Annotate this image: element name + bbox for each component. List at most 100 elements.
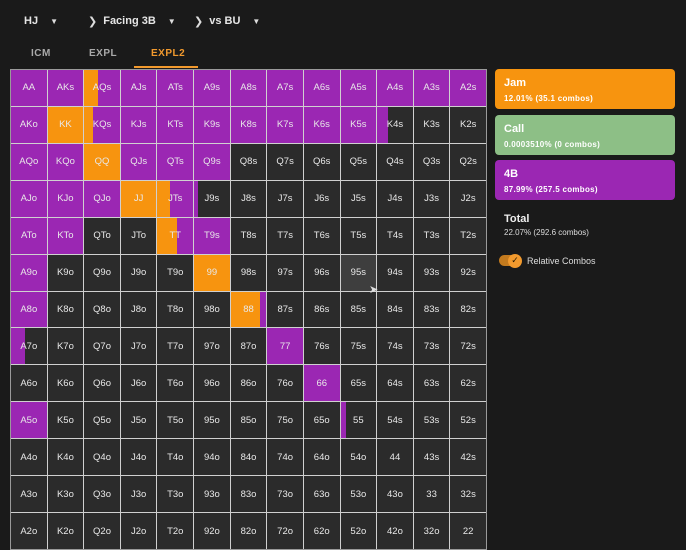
- hand-cell-Q4o[interactable]: Q4o: [84, 439, 120, 476]
- hand-cell-52o[interactable]: 52o: [340, 513, 377, 549]
- hand-cell-K9o[interactable]: K9o: [47, 254, 84, 291]
- hand-cell-43s[interactable]: 43s: [413, 439, 450, 476]
- hand-cell-JTo[interactable]: JTo: [120, 217, 157, 254]
- hand-cell-42s[interactable]: 42s: [450, 439, 486, 476]
- hand-cell-J2o[interactable]: J2o: [120, 513, 157, 549]
- hand-cell-A3o[interactable]: A3o: [11, 476, 47, 513]
- hand-cell-A2s[interactable]: A2s: [450, 70, 486, 106]
- hand-cell-T7s[interactable]: T7s: [267, 217, 303, 254]
- hand-cell-73o[interactable]: 73o: [267, 476, 303, 513]
- hand-cell-QTs[interactable]: QTs: [157, 143, 194, 180]
- hand-cell-92o[interactable]: 92o: [194, 513, 230, 549]
- hand-cell-K3o[interactable]: K3o: [47, 476, 84, 513]
- hand-cell-K7o[interactable]: K7o: [47, 328, 84, 365]
- hand-cell-KQo[interactable]: KQo: [47, 143, 84, 180]
- hand-cell-A7s[interactable]: A7s: [267, 70, 303, 106]
- hand-cell-A9o[interactable]: A9o: [11, 254, 47, 291]
- hand-cell-65s[interactable]: 65s: [340, 365, 377, 402]
- hand-cell-T7o[interactable]: T7o: [157, 328, 194, 365]
- hand-cell-KJo[interactable]: KJo: [47, 180, 84, 217]
- hand-cell-J9o[interactable]: J9o: [120, 254, 157, 291]
- hand-cell-54o[interactable]: 54o: [340, 439, 377, 476]
- hand-cell-Q3s[interactable]: Q3s: [413, 143, 450, 180]
- hand-cell-A5s[interactable]: A5s: [340, 70, 377, 106]
- hand-cell-K5o[interactable]: K5o: [47, 402, 84, 439]
- hand-cell-Q8s[interactable]: Q8s: [230, 143, 267, 180]
- hand-cell-63s[interactable]: 63s: [413, 365, 450, 402]
- hand-cell-84s[interactable]: 84s: [377, 291, 413, 328]
- hand-cell-54s[interactable]: 54s: [377, 402, 413, 439]
- hand-cell-A5o[interactable]: A5o: [11, 402, 47, 439]
- hand-cell-K9s[interactable]: K9s: [194, 106, 230, 143]
- hand-cell-77[interactable]: 77: [267, 328, 303, 365]
- position-dropdown[interactable]: HJ ▼: [24, 12, 58, 30]
- hand-cell-J8s[interactable]: J8s: [230, 180, 267, 217]
- hand-cell-86s[interactable]: 86s: [303, 291, 340, 328]
- hand-cell-53s[interactable]: 53s: [413, 402, 450, 439]
- hand-cell-J8o[interactable]: J8o: [120, 291, 157, 328]
- hand-cell-93o[interactable]: 93o: [194, 476, 230, 513]
- hand-cell-Q3o[interactable]: Q3o: [84, 476, 120, 513]
- hand-cell-A7o[interactable]: A7o: [11, 328, 47, 365]
- hand-cell-T2s[interactable]: T2s: [450, 217, 486, 254]
- hand-cell-JJ[interactable]: JJ: [120, 180, 157, 217]
- hand-cell-KTo[interactable]: KTo: [47, 217, 84, 254]
- hand-cell-ATs[interactable]: ATs: [157, 70, 194, 106]
- hand-cell-T3s[interactable]: T3s: [413, 217, 450, 254]
- hand-cell-AQs[interactable]: AQs: [84, 70, 120, 106]
- hand-cell-87o[interactable]: 87o: [230, 328, 267, 365]
- hand-cell-K4o[interactable]: K4o: [47, 439, 84, 476]
- hand-cell-84o[interactable]: 84o: [230, 439, 267, 476]
- relative-combos-toggle[interactable]: ✓: [499, 253, 522, 268]
- hand-cell-95o[interactable]: 95o: [194, 402, 230, 439]
- hand-cell-64o[interactable]: 64o: [303, 439, 340, 476]
- hand-cell-J5o[interactable]: J5o: [120, 402, 157, 439]
- hand-cell-T8o[interactable]: T8o: [157, 291, 194, 328]
- hand-cell-AJo[interactable]: AJo: [11, 180, 47, 217]
- hand-cell-K3s[interactable]: K3s: [413, 106, 450, 143]
- hand-cell-32o[interactable]: 32o: [413, 513, 450, 549]
- hand-cell-AQo[interactable]: AQo: [11, 143, 47, 180]
- hand-cell-T2o[interactable]: T2o: [157, 513, 194, 549]
- hand-cell-52s[interactable]: 52s: [450, 402, 486, 439]
- hand-cell-KQs[interactable]: KQs: [84, 106, 120, 143]
- hand-cell-43o[interactable]: 43o: [377, 476, 413, 513]
- hand-cell-TT[interactable]: TT: [157, 217, 194, 254]
- hand-cell-K6o[interactable]: K6o: [47, 365, 84, 402]
- hand-cell-J2s[interactable]: J2s: [450, 180, 486, 217]
- hand-cell-98s[interactable]: 98s: [230, 254, 267, 291]
- hand-cell-K6s[interactable]: K6s: [303, 106, 340, 143]
- hand-cell-J9s[interactable]: J9s: [194, 180, 230, 217]
- hand-cell-Q9o[interactable]: Q9o: [84, 254, 120, 291]
- hand-cell-85s[interactable]: 85s: [340, 291, 377, 328]
- hand-cell-A8s[interactable]: A8s: [230, 70, 267, 106]
- hand-cell-76s[interactable]: 76s: [303, 328, 340, 365]
- hand-cell-64s[interactable]: 64s: [377, 365, 413, 402]
- hand-cell-96o[interactable]: 96o: [194, 365, 230, 402]
- hand-cell-T5s[interactable]: T5s: [340, 217, 377, 254]
- hand-cell-J3s[interactable]: J3s: [413, 180, 450, 217]
- hand-cell-32s[interactable]: 32s: [450, 476, 486, 513]
- hand-cell-Q2s[interactable]: Q2s: [450, 143, 486, 180]
- hand-cell-93s[interactable]: 93s: [413, 254, 450, 291]
- hand-cell-J7s[interactable]: J7s: [267, 180, 303, 217]
- hand-cell-Q6s[interactable]: Q6s: [303, 143, 340, 180]
- hand-cell-42o[interactable]: 42o: [377, 513, 413, 549]
- hand-cell-AJs[interactable]: AJs: [120, 70, 157, 106]
- hand-cell-A4s[interactable]: A4s: [377, 70, 413, 106]
- hand-cell-Q6o[interactable]: Q6o: [84, 365, 120, 402]
- hand-cell-82o[interactable]: 82o: [230, 513, 267, 549]
- opponent-dropdown[interactable]: ❯ vs BU ▼: [194, 12, 260, 30]
- hand-cell-Q2o[interactable]: Q2o: [84, 513, 120, 549]
- hand-cell-K7s[interactable]: K7s: [267, 106, 303, 143]
- hand-cell-K8o[interactable]: K8o: [47, 291, 84, 328]
- hand-cell-T9o[interactable]: T9o: [157, 254, 194, 291]
- scenario-dropdown[interactable]: ❯ Facing 3B ▼: [88, 12, 176, 30]
- hand-cell-96s[interactable]: 96s: [303, 254, 340, 291]
- hand-cell-82s[interactable]: 82s: [450, 291, 486, 328]
- hand-cell-QQ[interactable]: QQ: [84, 143, 120, 180]
- hand-cell-86o[interactable]: 86o: [230, 365, 267, 402]
- hand-cell-97s[interactable]: 97s: [267, 254, 303, 291]
- hand-cell-J4s[interactable]: J4s: [377, 180, 413, 217]
- hand-cell-A6o[interactable]: A6o: [11, 365, 47, 402]
